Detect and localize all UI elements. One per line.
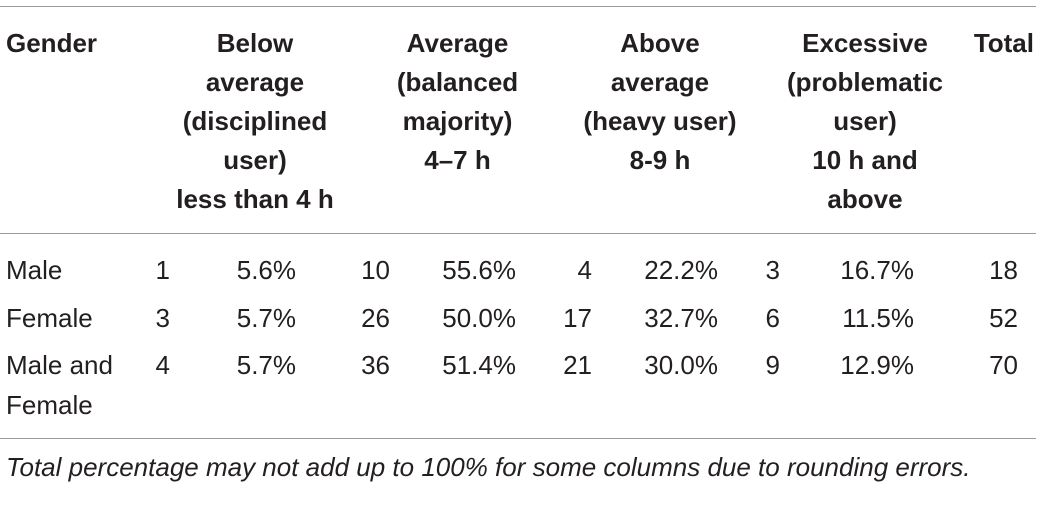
header-above-line: Above xyxy=(620,28,700,58)
cell-below-percent: 5.6% xyxy=(236,255,296,285)
cell-above-percent: 30.0% xyxy=(644,350,718,380)
header-above-line: 8-9 h xyxy=(629,145,691,175)
table-top-rule xyxy=(0,6,1036,7)
header-excessive-line: (problematic xyxy=(786,67,944,97)
header-average-line: majority) xyxy=(402,106,513,136)
cell-below-count: 4 xyxy=(155,350,170,380)
header-below-line: average xyxy=(205,67,305,97)
cell-above-percent: 22.2% xyxy=(644,255,718,285)
header-average-line: 4–7 h xyxy=(424,145,491,175)
header-total-label: Total xyxy=(973,28,1034,58)
header-total: Total xyxy=(960,24,1034,63)
cell-average-count: 26 xyxy=(361,303,390,333)
header-below-line: user) xyxy=(223,145,287,175)
table-bottom-rule xyxy=(0,438,1036,439)
cell-gender: Female xyxy=(6,303,93,333)
header-above-line: (heavy user) xyxy=(583,106,737,136)
cell-excessive-percent: 11.5% xyxy=(842,303,914,333)
cell-average-percent: 50.0% xyxy=(442,303,516,333)
cell-above-count: 17 xyxy=(563,303,592,333)
cell-total: 70 xyxy=(989,350,1018,380)
header-bottom-rule xyxy=(0,233,1036,234)
cell-excessive-percent: 12.9% xyxy=(840,350,914,380)
header-above-line: average xyxy=(610,67,710,97)
cell-above-count: 21 xyxy=(563,350,592,380)
cell-gender: Male xyxy=(6,255,63,285)
cell-below-count: 3 xyxy=(155,303,170,333)
header-above-average: Above average (heavy user) 8-9 h xyxy=(565,24,755,180)
cell-excessive-percent: 16.7% xyxy=(840,255,914,285)
header-excessive-line: 10 h and xyxy=(812,145,918,175)
cell-below-percent: 5.7% xyxy=(236,350,296,380)
header-average: Average (balanced majority) 4–7 h xyxy=(360,24,555,180)
header-gender-label: Gender xyxy=(6,28,98,58)
cell-below-count: 1 xyxy=(155,255,170,285)
header-below-line: (disciplined xyxy=(182,106,328,136)
cell-gender: Female xyxy=(6,390,93,420)
table-footnote: Total percentage may not add up to 100% … xyxy=(6,452,971,482)
cell-average-count: 10 xyxy=(361,255,390,285)
header-below-line: Below xyxy=(216,28,294,58)
header-excessive-line: Excessive xyxy=(802,28,928,58)
cell-average-count: 36 xyxy=(361,350,390,380)
header-excessive-line: user) xyxy=(833,106,897,136)
cell-total: 52 xyxy=(989,303,1018,333)
cell-below-percent: 5.7% xyxy=(236,303,296,333)
cell-gender: Male and xyxy=(6,350,113,380)
cell-excessive-count: 6 xyxy=(765,303,780,333)
header-below-line: less than 4 h xyxy=(176,184,334,214)
header-excessive: Excessive (problematic user) 10 h and ab… xyxy=(765,24,965,219)
cell-average-percent: 55.6% xyxy=(442,255,516,285)
header-below-average: Below average (disciplined user) less th… xyxy=(150,24,360,219)
header-gender: Gender xyxy=(6,24,146,63)
cell-total: 18 xyxy=(989,255,1018,285)
cell-average-percent: 51.4% xyxy=(442,350,516,380)
cell-above-percent: 32.7% xyxy=(644,303,718,333)
header-excessive-line: above xyxy=(827,184,903,214)
cell-excessive-count: 9 xyxy=(765,350,780,380)
cell-above-count: 4 xyxy=(577,255,592,285)
cell-excessive-count: 3 xyxy=(765,255,780,285)
header-average-line: (balanced xyxy=(396,67,519,97)
header-average-line: Average xyxy=(406,28,509,58)
